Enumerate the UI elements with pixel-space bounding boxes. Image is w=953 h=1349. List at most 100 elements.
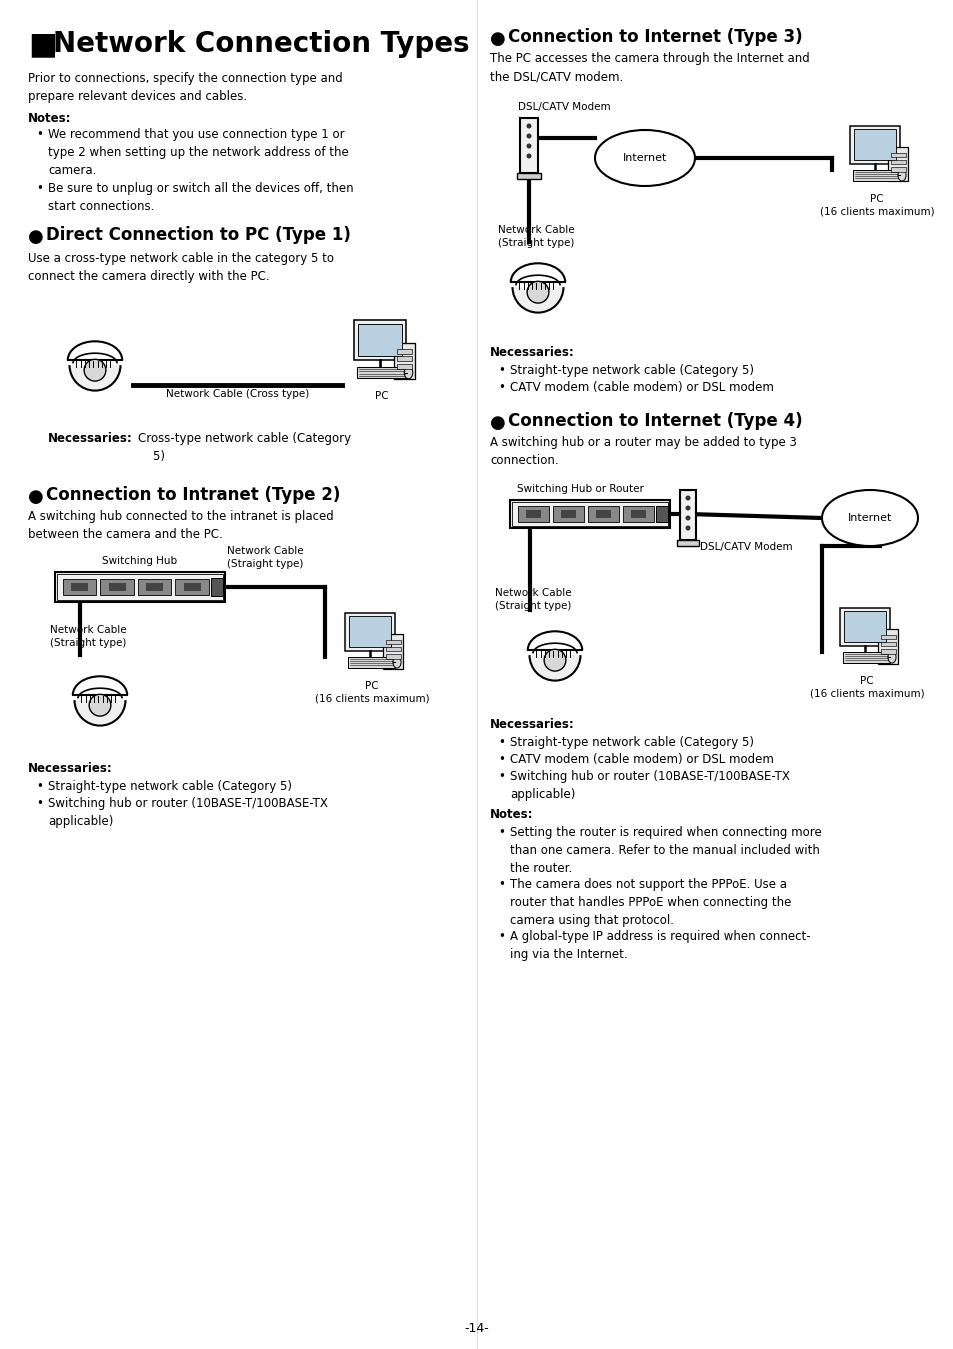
Bar — [881, 634, 895, 639]
Text: A switching hub or a router may be added to type 3
connection.: A switching hub or a router may be added… — [490, 436, 796, 467]
Text: PC: PC — [375, 391, 389, 401]
Text: Straight-type network cable (Category 5): Straight-type network cable (Category 5) — [510, 364, 753, 376]
Bar — [677, 540, 699, 546]
Text: Setting the router is required when connecting more
than one camera. Refer to th: Setting the router is required when conn… — [510, 826, 821, 876]
Bar — [386, 654, 400, 658]
Ellipse shape — [821, 490, 917, 546]
Circle shape — [543, 649, 565, 670]
Text: Connection to Internet (Type 4): Connection to Internet (Type 4) — [507, 411, 801, 430]
Text: Necessaries:: Necessaries: — [48, 432, 132, 445]
Bar — [57, 575, 223, 600]
Text: Cross-type network cable (Category
    5): Cross-type network cable (Category 5) — [138, 432, 351, 463]
Bar — [630, 510, 645, 518]
Circle shape — [526, 134, 531, 139]
Bar — [878, 629, 898, 664]
Bar — [383, 634, 403, 669]
Text: Network Connection Types: Network Connection Types — [53, 30, 469, 58]
Text: We recommend that you use connection type 1 or
type 2 when setting up the networ: We recommend that you use connection typ… — [48, 128, 349, 177]
Bar — [348, 657, 395, 668]
Text: •: • — [36, 780, 43, 793]
Circle shape — [526, 124, 531, 128]
Bar — [519, 117, 537, 173]
Bar — [175, 579, 209, 595]
Wedge shape — [70, 366, 120, 391]
Circle shape — [526, 154, 531, 158]
Text: Be sure to unplug or switch all the devices off, then
start connections.: Be sure to unplug or switch all the devi… — [48, 182, 354, 213]
Circle shape — [685, 506, 690, 510]
Bar — [356, 367, 406, 378]
Text: PC
(16 clients maximum): PC (16 clients maximum) — [809, 676, 923, 699]
Bar — [843, 611, 885, 642]
Bar — [211, 577, 223, 596]
Text: •: • — [36, 128, 43, 142]
Text: Direct Connection to PC (Type 1): Direct Connection to PC (Type 1) — [46, 227, 351, 244]
Text: Network Cable
(Straight type): Network Cable (Straight type) — [227, 546, 303, 569]
Text: •: • — [497, 364, 504, 376]
Wedge shape — [512, 287, 563, 313]
Bar — [553, 506, 583, 522]
Bar — [510, 500, 669, 527]
Text: Internet: Internet — [847, 513, 891, 523]
Bar — [890, 167, 904, 171]
Text: •: • — [497, 878, 504, 890]
Bar — [881, 649, 895, 654]
Circle shape — [527, 282, 548, 304]
Bar — [396, 364, 412, 368]
Text: ●: ● — [28, 228, 44, 246]
Bar — [560, 510, 576, 518]
Circle shape — [84, 359, 106, 380]
Wedge shape — [529, 656, 579, 681]
Bar — [100, 579, 133, 595]
Bar — [354, 320, 406, 360]
Circle shape — [89, 695, 111, 716]
Bar — [517, 173, 540, 179]
Bar — [881, 642, 895, 646]
Bar — [396, 349, 412, 353]
Ellipse shape — [393, 657, 400, 668]
Text: Connection to Internet (Type 3): Connection to Internet (Type 3) — [507, 28, 801, 46]
Text: •: • — [36, 182, 43, 196]
Bar — [386, 648, 400, 652]
Text: Switching Hub or Router: Switching Hub or Router — [516, 484, 642, 494]
Text: Switching hub or router (10BASE-T/100BASE-TX
applicable): Switching hub or router (10BASE-T/100BAS… — [510, 770, 789, 801]
Text: ●: ● — [28, 488, 44, 506]
Ellipse shape — [595, 130, 695, 186]
Bar — [357, 324, 402, 356]
Text: Network Cable
(Straight type): Network Cable (Straight type) — [50, 625, 127, 649]
Text: Internet: Internet — [622, 152, 666, 163]
Circle shape — [526, 143, 531, 148]
Bar — [349, 616, 391, 648]
Bar — [840, 607, 889, 646]
Bar — [517, 506, 548, 522]
Text: ●: ● — [490, 414, 505, 432]
Bar — [184, 583, 200, 591]
Bar — [63, 579, 96, 595]
Bar — [679, 490, 696, 540]
Text: Use a cross-type network cable in the category 5 to
connect the camera directly : Use a cross-type network cable in the ca… — [28, 252, 334, 283]
Bar — [849, 125, 899, 163]
Text: -14-: -14- — [464, 1322, 489, 1336]
Text: PC
(16 clients maximum): PC (16 clients maximum) — [819, 194, 933, 216]
Circle shape — [685, 526, 690, 530]
Bar — [71, 583, 88, 591]
Text: PC
(16 clients maximum): PC (16 clients maximum) — [314, 681, 429, 703]
Bar — [512, 502, 667, 526]
Ellipse shape — [887, 652, 895, 664]
Text: Necessaries:: Necessaries: — [490, 345, 574, 359]
Bar — [622, 506, 654, 522]
Text: Switching hub or router (10BASE-T/100BASE-TX
applicable): Switching hub or router (10BASE-T/100BAS… — [48, 797, 328, 828]
Text: Prior to connections, specify the connection type and
prepare relevant devices a: Prior to connections, specify the connec… — [28, 71, 342, 103]
Bar — [853, 170, 900, 181]
Bar — [853, 130, 895, 161]
Text: •: • — [36, 797, 43, 809]
Text: Necessaries:: Necessaries: — [28, 762, 112, 774]
Text: The camera does not support the PPPoE. Use a
router that handles PPPoE when conn: The camera does not support the PPPoE. U… — [510, 878, 791, 927]
Bar — [525, 510, 540, 518]
Circle shape — [685, 495, 690, 500]
Text: •: • — [497, 770, 504, 782]
Bar — [595, 510, 611, 518]
Bar — [656, 506, 667, 522]
Bar — [887, 147, 907, 182]
Bar — [345, 612, 395, 650]
Wedge shape — [74, 700, 126, 726]
